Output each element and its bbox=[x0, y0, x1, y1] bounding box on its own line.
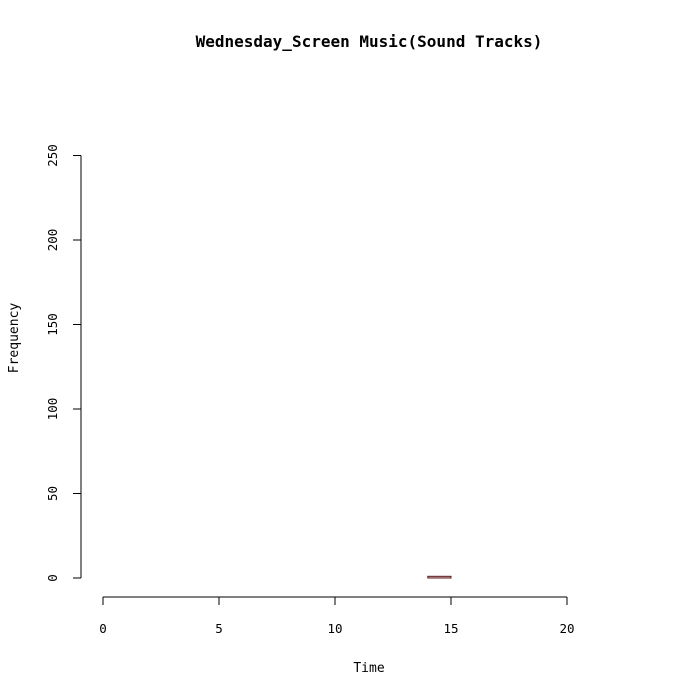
x-tick-label-5: 5 bbox=[215, 621, 223, 636]
x-tick-label-10: 10 bbox=[327, 621, 342, 636]
x-tick-label-0: 0 bbox=[99, 621, 107, 636]
x-axis-label: Time bbox=[353, 661, 384, 676]
y-tick-label-50: 50 bbox=[45, 486, 60, 501]
y-tick-label-150: 150 bbox=[45, 313, 60, 336]
x-tick-label-15: 15 bbox=[443, 621, 458, 636]
y-tick-label-250: 250 bbox=[45, 144, 60, 167]
y-tick-label-0: 0 bbox=[45, 574, 60, 582]
bars-group bbox=[427, 575, 452, 579]
x-axis: 0 5 10 15 20 bbox=[99, 596, 575, 636]
y-axis: 0 50 100 150 200 250 bbox=[45, 144, 82, 582]
bar-14 bbox=[427, 575, 452, 579]
y-tick-label-100: 100 bbox=[45, 398, 60, 421]
y-ticks: 0 50 100 150 200 250 bbox=[45, 144, 81, 582]
x-ticks: 0 5 10 15 20 bbox=[99, 597, 575, 636]
x-tick-label-20: 20 bbox=[559, 621, 574, 636]
chart-title: Wednesday_Screen Music(Sound Tracks) bbox=[196, 32, 543, 51]
y-axis-label: Frequency bbox=[7, 303, 22, 374]
y-tick-label-200: 200 bbox=[45, 229, 60, 252]
